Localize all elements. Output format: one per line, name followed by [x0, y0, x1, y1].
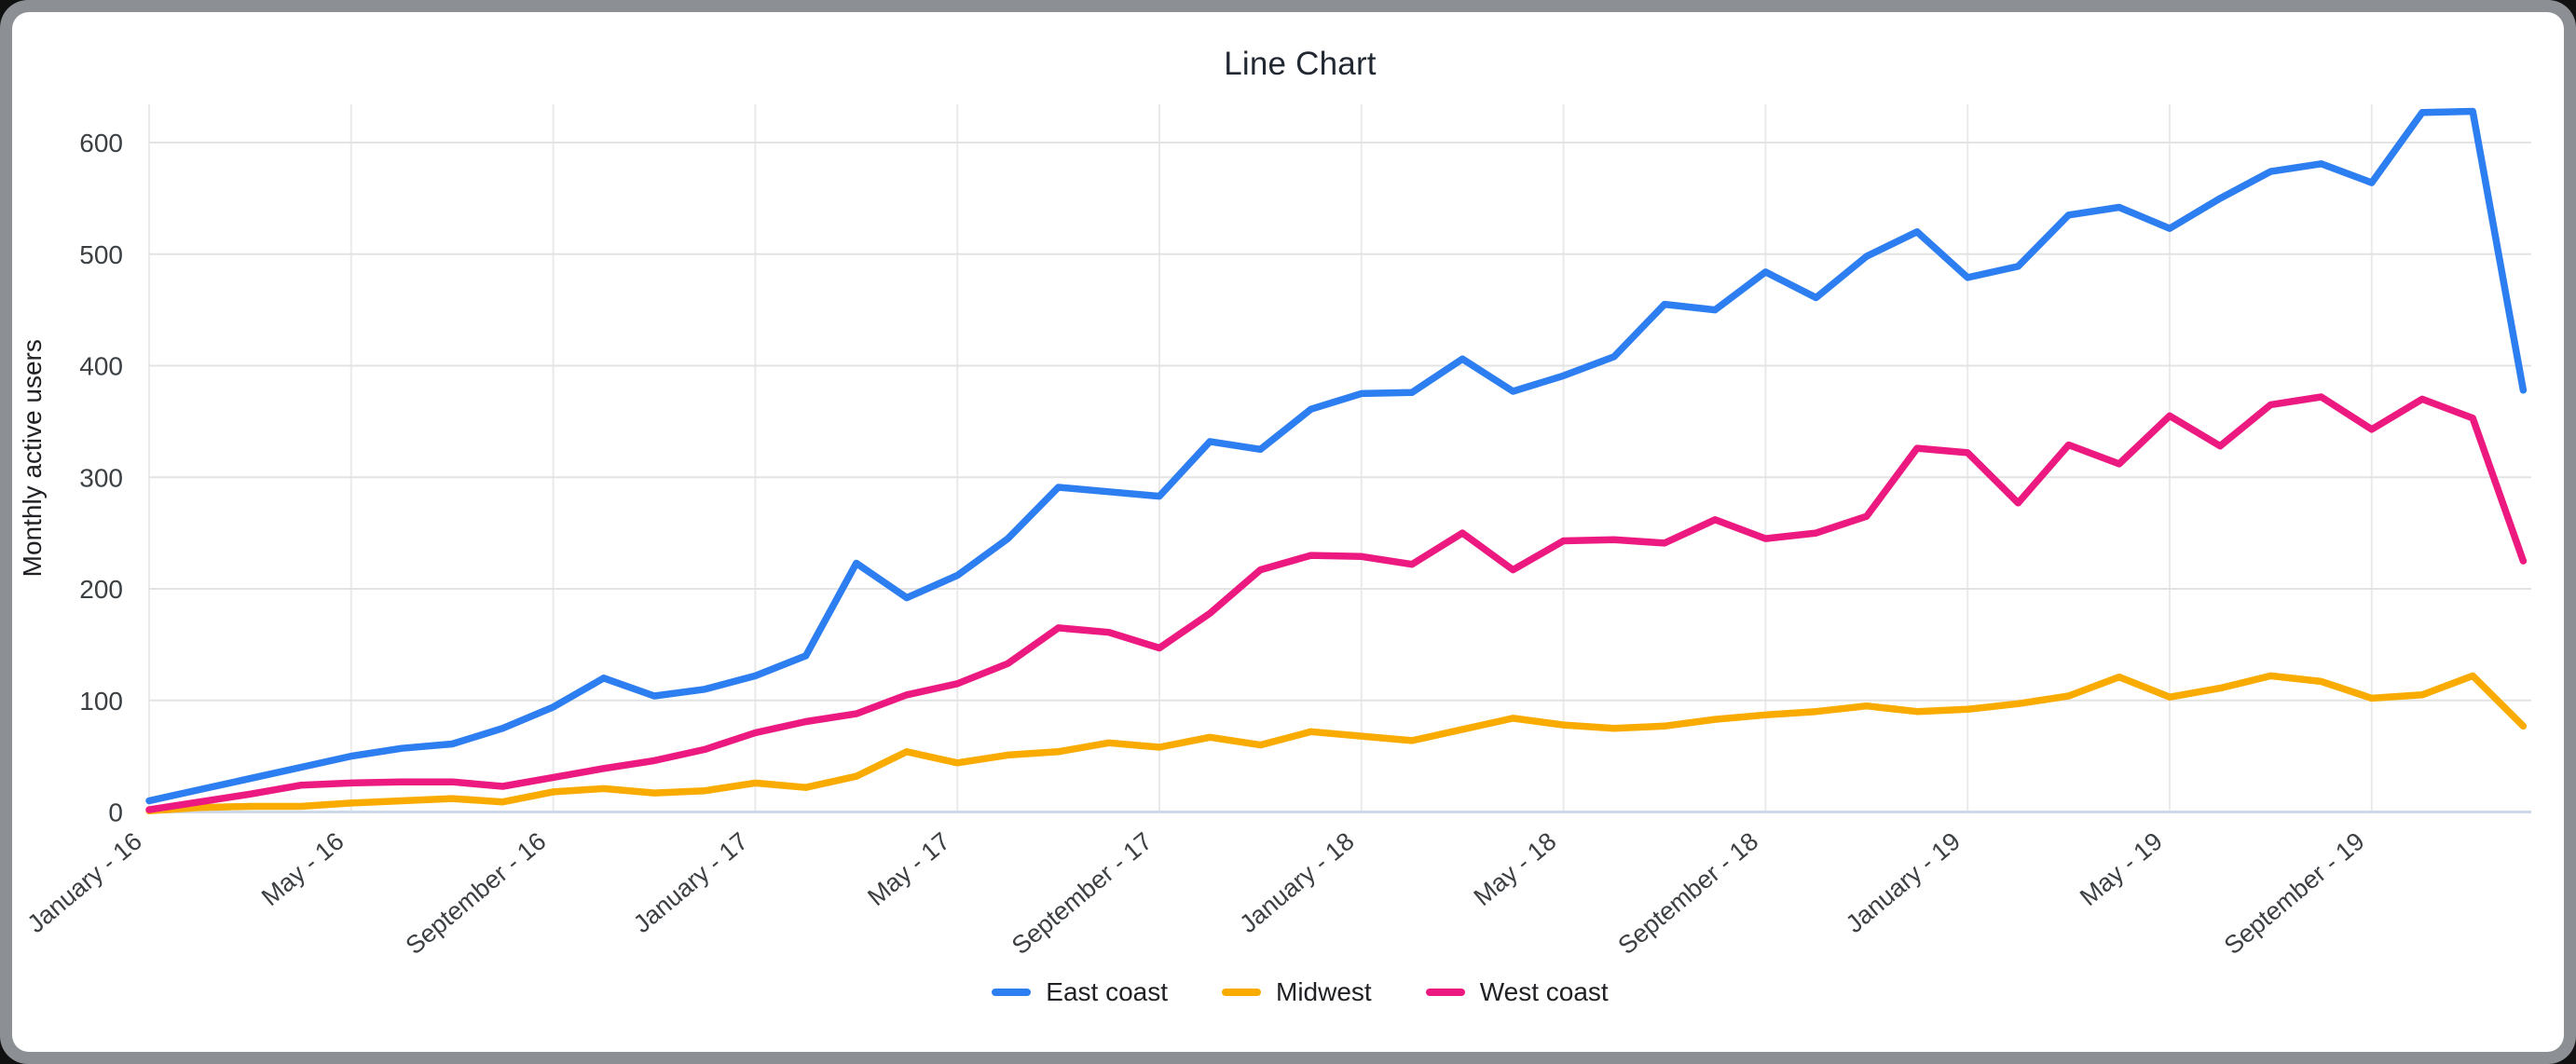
x-tick-label: May - 17 — [862, 827, 955, 912]
y-tick-label: 300 — [79, 463, 123, 492]
legend-item-west-coast[interactable]: West coast — [1425, 977, 1609, 1007]
x-tick-label: September - 18 — [1612, 827, 1763, 961]
legend-item-midwest[interactable]: Midwest — [1222, 977, 1372, 1007]
legend-swatch — [1222, 989, 1262, 996]
series-line-midwest — [145, 672, 2528, 815]
legend-label: East coast — [1046, 977, 1169, 1006]
y-axis-title: Monthly active users — [18, 339, 47, 577]
x-tick-label: January - 18 — [1234, 827, 1359, 938]
legend-label: West coast — [1479, 977, 1609, 1006]
x-tick-label: September - 17 — [1007, 827, 1158, 961]
series-line-east-coast — [145, 107, 2528, 805]
x-tick-label: May - 18 — [1469, 827, 1562, 912]
legend-label: Midwest — [1276, 977, 1372, 1006]
y-tick-label: 600 — [79, 129, 123, 157]
legend-item-east-coast[interactable]: East coast — [992, 977, 1168, 1007]
y-tick-label: 100 — [79, 687, 123, 716]
chart-legend: East coast Midwest West coast — [12, 977, 2564, 1007]
x-tick-label: May - 19 — [2075, 827, 2168, 912]
y-tick-label: 500 — [79, 240, 123, 269]
legend-swatch — [1425, 989, 1465, 996]
x-tick-label: January - 19 — [1841, 827, 1966, 938]
x-tick-label: September - 16 — [401, 827, 552, 961]
x-tick-label: May - 16 — [256, 827, 349, 912]
y-tick-label: 0 — [108, 798, 123, 827]
y-tick-label: 400 — [79, 352, 123, 381]
chart-title: Line Chart — [1224, 46, 1377, 82]
legend-swatch — [992, 989, 1032, 996]
line-chart-canvas: 0 100 200 300 400 500 600 January - 16 May - 16 S… — [18, 104, 2531, 961]
series-line-west-coast — [145, 393, 2528, 813]
y-tick-label: 200 — [79, 575, 123, 604]
x-tick-label: January - 16 — [22, 827, 147, 938]
x-tick-label: January - 17 — [628, 827, 753, 938]
chart-card: Line Chart 0 100 200 300 400 500 600 January - … — [12, 12, 2564, 1052]
x-tick-label: September - 19 — [2219, 827, 2370, 961]
